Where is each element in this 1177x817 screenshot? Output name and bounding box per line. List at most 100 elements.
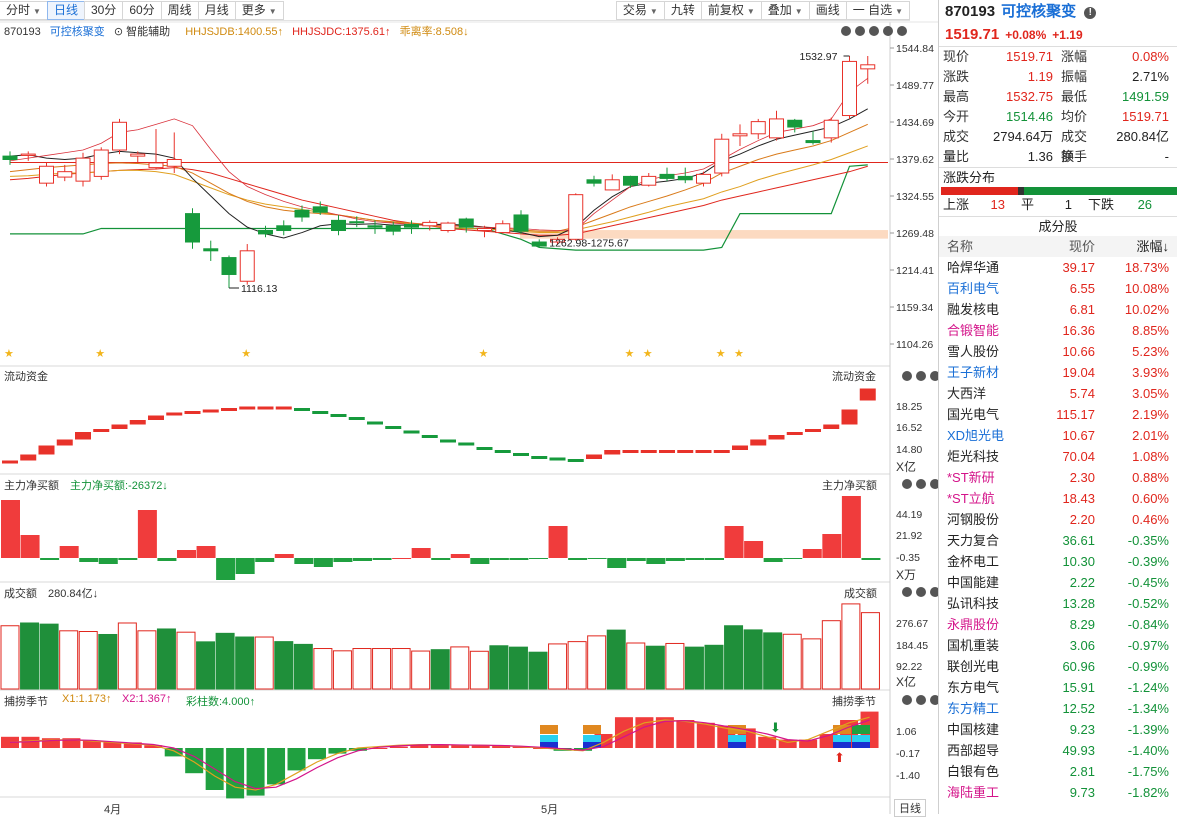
- candle[interactable]: [367, 225, 383, 228]
- stock-name[interactable]: 海陆重工: [947, 785, 1000, 800]
- stock-row[interactable]: 炬光科技 70.04 1.08%: [939, 446, 1177, 467]
- gear-icon[interactable]: [916, 371, 926, 381]
- stock-name[interactable]: 合锻智能: [947, 323, 1000, 338]
- stock-name[interactable]: 百利电气: [947, 281, 1000, 296]
- toolbar-right-btn-0[interactable]: 交易 ▼: [615, 0, 665, 20]
- candle[interactable]: [221, 257, 237, 275]
- candle[interactable]: [312, 206, 328, 213]
- stock-row[interactable]: 海陆重工 9.73 -1.82%: [939, 782, 1177, 803]
- toolbar-left-btn-6[interactable]: 更多 ▼: [234, 0, 284, 20]
- chart-area[interactable]: 分时 ▼ 日线 30分 60分 周线 月线 更多 ▼ 交易 ▼ 九转 前复权 ▼ 叠加 ▼ 画线一 自选 ▼ 87…: [0, 0, 938, 817]
- help-icon[interactable]: [902, 587, 912, 597]
- close-icon[interactable]: [930, 587, 938, 597]
- candle[interactable]: [422, 221, 438, 227]
- candle[interactable]: [495, 223, 511, 234]
- col-change[interactable]: 涨幅↓: [1136, 239, 1169, 254]
- candle[interactable]: [294, 209, 310, 218]
- gear-icon[interactable]: [916, 479, 926, 489]
- candle[interactable]: [331, 219, 346, 232]
- close-icon[interactable]: [930, 695, 938, 705]
- stock-name[interactable]: 永鼎股份: [947, 617, 1000, 632]
- candle[interactable]: [787, 119, 803, 128]
- stock-row[interactable]: 东方精工 12.52 -1.34%: [939, 698, 1177, 719]
- period-button[interactable]: 日线: [894, 799, 926, 817]
- stock-row[interactable]: XD旭光电 10.67 2.01%: [939, 425, 1177, 446]
- candle[interactable]: [641, 175, 657, 186]
- shrink-icon[interactable]: [869, 26, 879, 36]
- candle[interactable]: [57, 171, 73, 178]
- stock-row[interactable]: 西部超导 49.93 -1.40%: [939, 740, 1177, 761]
- candle[interactable]: [604, 179, 620, 191]
- candle[interactable]: [623, 175, 638, 186]
- help-icon[interactable]: [902, 695, 912, 705]
- expand-icon[interactable]: [883, 26, 893, 36]
- close-icon[interactable]: [930, 479, 938, 489]
- stock-row[interactable]: *ST立航 18.43 0.60%: [939, 488, 1177, 509]
- stock-row[interactable]: 金杯电工 10.30 -0.39%: [939, 551, 1177, 572]
- candle[interactable]: [349, 221, 365, 224]
- stock-name[interactable]: 哈焊华通: [947, 260, 1000, 275]
- toolbar-right-btn-3[interactable]: 叠加 ▼: [760, 0, 810, 20]
- candle[interactable]: [258, 230, 273, 235]
- stock-row[interactable]: 河钢股份 2.20 0.46%: [939, 509, 1177, 530]
- stock-row[interactable]: 哈焊华通 39.17 18.73%: [939, 257, 1177, 278]
- gear-icon[interactable]: [916, 587, 926, 597]
- stock-name[interactable]: *ST立航: [947, 491, 995, 506]
- info-icon[interactable]: !: [1084, 7, 1097, 19]
- candle[interactable]: [39, 165, 54, 184]
- candle[interactable]: [93, 149, 109, 177]
- candle[interactable]: [2, 155, 18, 160]
- stock-row[interactable]: 国机重装 3.06 -0.97%: [939, 635, 1177, 656]
- candle[interactable]: [769, 118, 784, 139]
- candle[interactable]: [714, 138, 730, 174]
- assist-toggle[interactable]: ⊙ 智能辅助: [113, 26, 171, 38]
- toolbar-left-btn-0[interactable]: 分时 ▼: [0, 0, 48, 20]
- help-icon[interactable]: [902, 479, 912, 489]
- candle[interactable]: [239, 250, 255, 282]
- help-icon[interactable]: [902, 371, 912, 381]
- stock-row[interactable]: 雪人股份 10.66 5.23%: [939, 341, 1177, 362]
- stock-name[interactable]: 河钢股份: [947, 512, 1000, 527]
- candle[interactable]: [477, 227, 492, 232]
- stock-row[interactable]: 百利电气 6.55 10.08%: [939, 278, 1177, 299]
- candle[interactable]: [75, 157, 91, 182]
- stock-name[interactable]: 雪人股份: [947, 344, 1000, 359]
- panel-right-mainnet[interactable]: 主力净买额: [822, 480, 877, 492]
- stock-row[interactable]: 永鼎股份 8.29 -0.84%: [939, 614, 1177, 635]
- candle[interactable]: [860, 64, 876, 70]
- stock-name[interactable]: XD旭光电: [947, 428, 1005, 443]
- stock-name[interactable]: *ST新研: [947, 470, 995, 485]
- stock-row[interactable]: 白银有色 2.81 -1.75%: [939, 761, 1177, 782]
- stock-row[interactable]: *ST新研 2.30 0.88%: [939, 467, 1177, 488]
- stock-name[interactable]: 白银有色: [947, 764, 1000, 779]
- close-icon[interactable]: [930, 371, 938, 381]
- candle[interactable]: [805, 140, 821, 144]
- stock-name[interactable]: 联创光电: [947, 659, 1000, 674]
- candle[interactable]: [696, 173, 711, 184]
- candle[interactable]: [568, 194, 584, 240]
- stock-row[interactable]: 天力复合 36.61 -0.35%: [939, 530, 1177, 551]
- stock-row[interactable]: 中国能建 2.22 -0.45%: [939, 572, 1177, 593]
- candle[interactable]: [732, 133, 748, 137]
- candle[interactable]: [276, 225, 292, 232]
- stock-name[interactable]: 西部超导: [947, 743, 1000, 758]
- stock-name[interactable]: 弘讯科技: [947, 596, 1000, 611]
- kline-chart[interactable]: 1544.84 1489.77 1434.69 1379.62 1324.55 1269.…: [0, 0, 938, 814]
- stock-row[interactable]: 联创光电 60.96 -0.99%: [939, 656, 1177, 677]
- candle[interactable]: [458, 218, 474, 228]
- toolbar-right-btn-4[interactable]: 画线: [808, 0, 847, 20]
- candle[interactable]: [677, 175, 693, 181]
- candle[interactable]: [750, 121, 766, 135]
- candle[interactable]: [586, 179, 602, 184]
- stock-row[interactable]: 东方电气 15.91 -1.24%: [939, 677, 1177, 698]
- stock-name[interactable]: 天力复合: [947, 533, 1000, 548]
- candle[interactable]: [385, 225, 401, 232]
- gear-icon[interactable]: [916, 695, 926, 705]
- stock-row[interactable]: 王子新材 19.04 3.93%: [939, 362, 1177, 383]
- toolbar-right-btn-5[interactable]: 一 自选 ▼: [845, 0, 910, 20]
- stock-name[interactable]: 东方电气: [947, 680, 1000, 695]
- close-icon[interactable]: [897, 26, 907, 36]
- stock-name[interactable]: 大西洋: [947, 386, 987, 401]
- candle[interactable]: [112, 121, 127, 151]
- candle[interactable]: [166, 158, 182, 167]
